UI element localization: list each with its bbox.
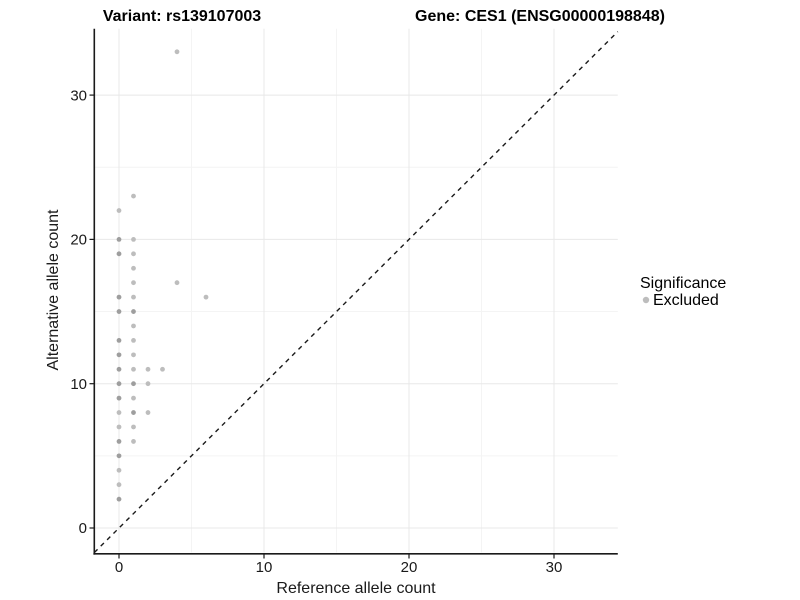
data-point [116,496,122,502]
y-tick-label: 20 [70,232,87,249]
data-point [131,424,136,430]
data-point [116,467,122,473]
data-point [131,323,136,329]
y-tick-label: 0 [79,520,87,537]
data-point [116,208,122,213]
data-point [131,309,136,314]
data-point [203,294,209,300]
gene-title: Gene: CES1 (ENSG00000198848) [415,8,665,25]
data-point [131,251,136,257]
data-point [145,381,151,387]
data-point [116,424,122,430]
x-tick-label: 20 [401,559,418,576]
y-tick-labels: 0 10 20 30 [70,87,87,537]
legend-item-excluded: Excluded [653,292,719,309]
data-point [116,366,122,372]
variant-title: Variant: rs139107003 [103,8,261,25]
data-point [116,338,122,343]
data-point [116,410,122,415]
x-tick-labels: 0 10 20 30 [115,559,563,576]
data-point [160,366,165,372]
data-point [131,280,136,286]
data-point [131,410,136,415]
legend-title: Significance [640,275,726,292]
scatter-points-layer [116,49,209,502]
data-point [116,352,122,358]
data-point [131,366,136,372]
identity-line [93,31,619,554]
data-point [131,193,136,199]
y-axis-title: Alternative allele count [45,209,62,371]
axis-ticks [89,94,555,559]
data-point [131,395,136,401]
data-point [131,237,136,242]
data-point [116,237,122,242]
y-tick-label: 30 [70,87,87,104]
data-point [131,439,136,444]
x-tick-label: 0 [115,559,123,576]
data-point [174,280,180,286]
data-point [131,381,136,387]
x-tick-label: 10 [256,559,273,576]
data-point [145,410,151,415]
data-point [174,49,180,55]
legend-key-dot-icon [642,296,650,304]
x-tick-label: 30 [546,559,563,576]
data-point [131,352,136,358]
data-point [116,482,122,488]
y-tick-label: 10 [70,376,87,393]
x-axis-title: Reference allele count [276,580,436,597]
gridlines-major [94,28,618,553]
data-point [131,338,136,343]
data-point [116,294,122,300]
data-point [131,265,136,271]
data-point [116,309,122,314]
data-point [145,366,151,372]
gridlines-minor [94,28,618,553]
data-point [116,453,122,459]
data-point [116,395,122,401]
data-point [116,439,122,444]
data-point [131,294,136,300]
data-point [116,381,122,387]
data-point [116,251,122,257]
legend: Significance Excluded [640,275,726,309]
